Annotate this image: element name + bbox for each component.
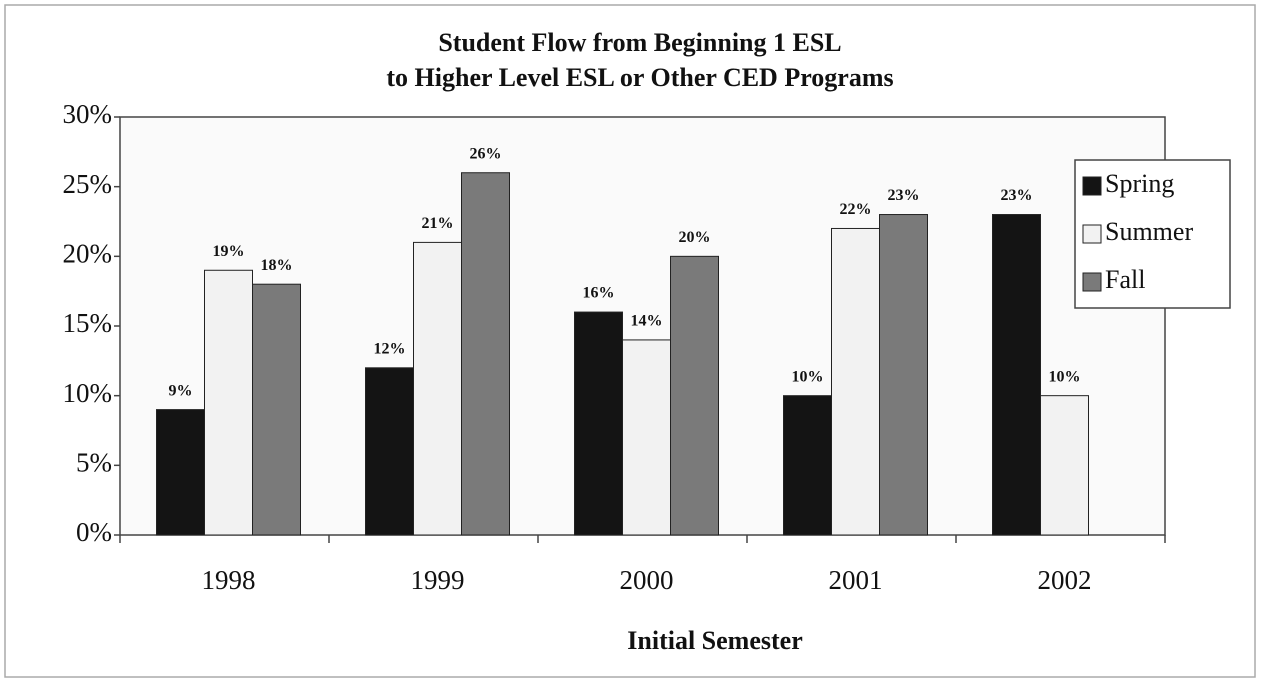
data-label: 9% bbox=[169, 382, 193, 399]
bar bbox=[365, 367, 414, 536]
legend-label: Spring bbox=[1105, 169, 1174, 198]
data-label: 26% bbox=[470, 145, 502, 162]
x-tick-label: 1999 bbox=[411, 565, 465, 595]
x-tick-label: 1998 bbox=[202, 565, 256, 595]
data-label: 12% bbox=[374, 340, 406, 357]
bar bbox=[204, 269, 253, 536]
bar bbox=[879, 214, 928, 536]
bar bbox=[156, 409, 205, 536]
legend-swatch bbox=[1082, 272, 1102, 292]
bar bbox=[992, 214, 1041, 536]
legend-swatch bbox=[1082, 176, 1102, 196]
bar bbox=[413, 241, 462, 536]
y-tick-label: 15% bbox=[63, 308, 113, 338]
chart-title: Student Flow from Beginning 1 ESL bbox=[438, 28, 841, 57]
legend-swatch bbox=[1082, 224, 1102, 244]
bar bbox=[574, 311, 623, 536]
data-label: 22% bbox=[840, 201, 872, 218]
x-tick-label: 2002 bbox=[1038, 565, 1092, 595]
y-tick-label: 5% bbox=[76, 448, 112, 478]
data-label: 23% bbox=[888, 187, 920, 204]
x-tick-label: 2001 bbox=[829, 565, 883, 595]
x-axis-title: Initial Semester bbox=[627, 626, 802, 655]
bar bbox=[1040, 395, 1089, 536]
bar bbox=[461, 172, 510, 536]
data-label: 18% bbox=[261, 257, 293, 274]
data-label: 14% bbox=[631, 313, 663, 330]
data-label: 10% bbox=[792, 368, 824, 385]
data-label: 10% bbox=[1049, 368, 1081, 385]
chart-title: to Higher Level ESL or Other CED Program… bbox=[386, 63, 893, 92]
bar bbox=[670, 255, 719, 536]
bar bbox=[783, 395, 832, 536]
data-label: 16% bbox=[583, 285, 615, 302]
data-label: 23% bbox=[1001, 187, 1033, 204]
x-tick-label: 2000 bbox=[620, 565, 674, 595]
y-tick-label: 25% bbox=[63, 169, 113, 199]
bar bbox=[622, 339, 671, 536]
bar bbox=[831, 227, 880, 536]
y-tick-label: 10% bbox=[63, 378, 113, 408]
y-tick-label: 30% bbox=[63, 99, 113, 129]
data-label: 19% bbox=[213, 243, 245, 260]
y-tick-label: 0% bbox=[76, 517, 112, 547]
legend-label: Fall bbox=[1105, 265, 1145, 294]
data-label: 21% bbox=[422, 215, 454, 232]
data-label: 20% bbox=[679, 229, 711, 246]
bar bbox=[252, 283, 301, 536]
legend-label: Summer bbox=[1105, 217, 1193, 246]
y-tick-label: 20% bbox=[63, 239, 113, 269]
